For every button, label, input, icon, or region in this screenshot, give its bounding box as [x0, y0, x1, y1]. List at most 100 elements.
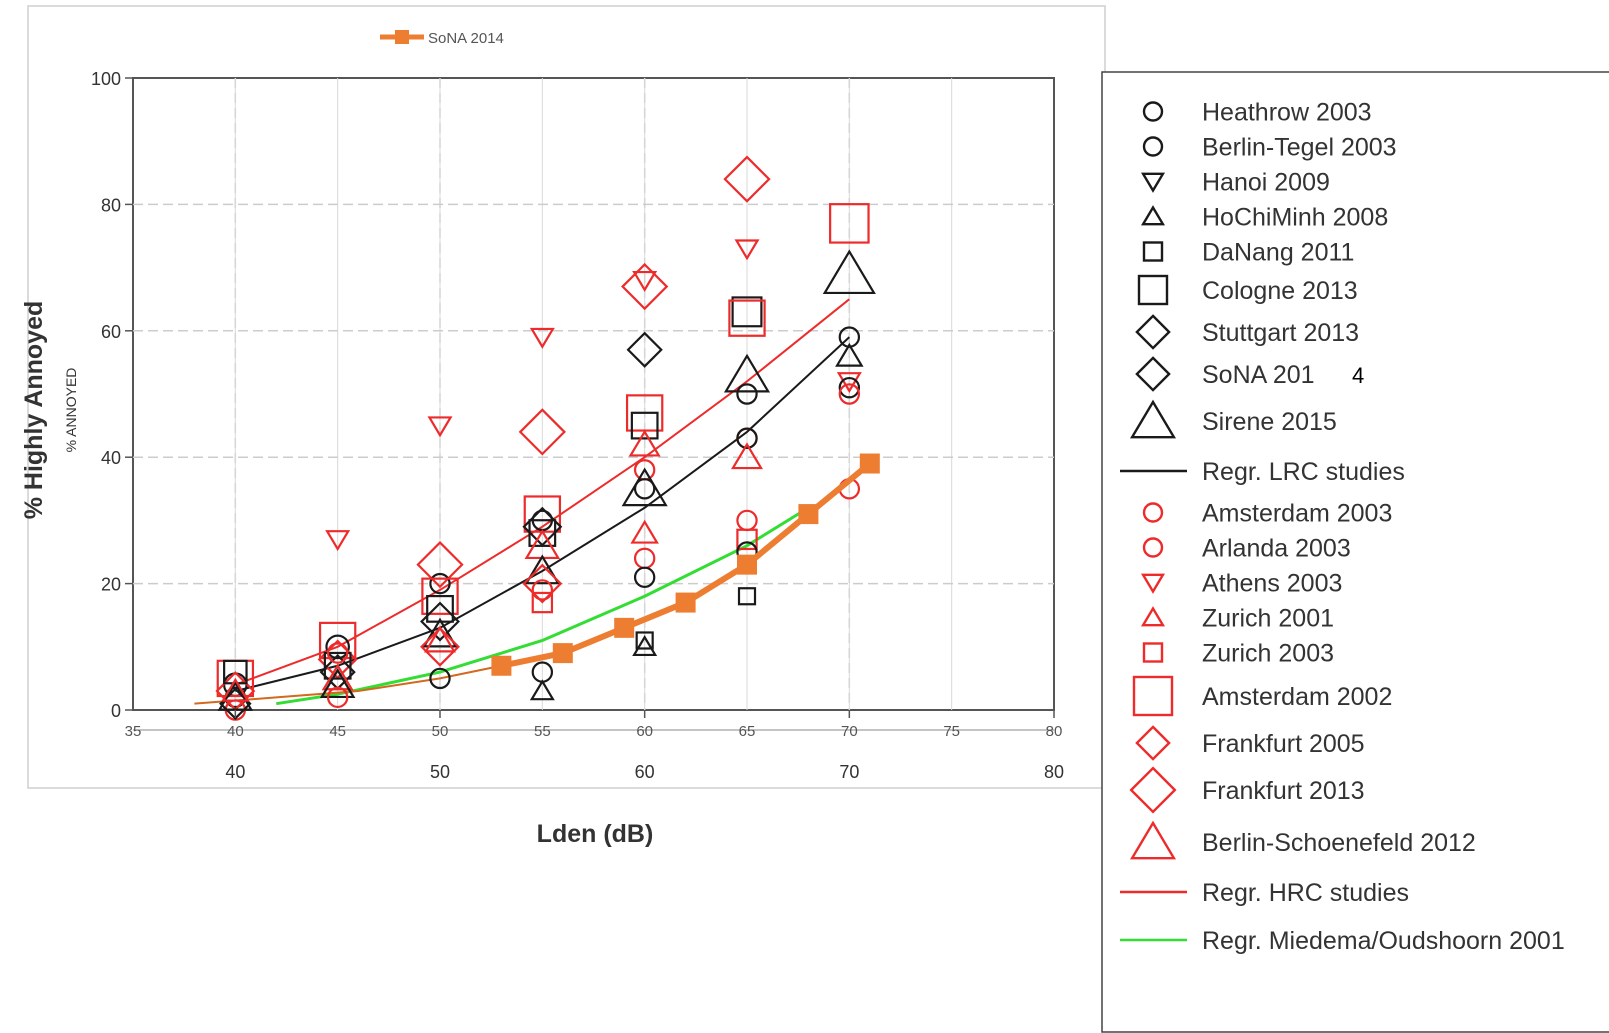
- data-point: [416, 541, 464, 589]
- data-point: [531, 579, 554, 601]
- legend: Heathrow 2003 Berlin-Tegel 2003 Hanoi 2009…: [1120, 99, 1565, 955]
- data-point: [326, 642, 349, 664]
- legend-marker: [1135, 356, 1171, 392]
- data-point: [630, 411, 659, 440]
- legend-label: Berlin-Tegel 2003: [1202, 134, 1397, 162]
- data-point: [633, 478, 656, 500]
- legend-label: HoChiMinh 2008: [1202, 204, 1388, 232]
- data-point: [529, 327, 555, 349]
- data-point: [635, 631, 654, 650]
- data-point: [325, 634, 350, 660]
- overlay-x-tick-label: 80: [1046, 723, 1063, 740]
- plot-area: [132, 77, 1055, 711]
- data-point: [429, 667, 451, 690]
- data-point: [422, 617, 458, 648]
- x-tick-label: 70: [839, 762, 859, 782]
- overlay-x-tick-label: 35: [125, 723, 142, 740]
- data-point: [836, 372, 862, 394]
- data-point: [524, 554, 561, 585]
- legend-label: Heathrow 2003: [1202, 99, 1372, 127]
- data-point: [736, 427, 758, 449]
- data-point: [723, 353, 771, 393]
- y-tick-label: 20: [101, 575, 121, 595]
- data-point: [531, 591, 554, 614]
- data-point: [829, 203, 870, 244]
- y-tick-label: 100: [91, 69, 121, 89]
- data-point: [420, 601, 460, 642]
- y-tick-label: 80: [101, 195, 121, 215]
- overlay-x-tick-label: 50: [432, 723, 449, 740]
- legend-marker: [1142, 537, 1164, 558]
- data-point: [736, 528, 758, 551]
- data-point: [734, 239, 760, 261]
- axes: 40 50 60 70 80 35 40 45 50 55 60 65 70 75 80 0 20 40 60 80 1…: [91, 69, 1064, 782]
- top-legend: SoNA 2014: [380, 30, 504, 47]
- data-point: [221, 677, 250, 702]
- legend-marker: [1140, 205, 1166, 226]
- legend-marker: [1142, 241, 1164, 262]
- legend-marker: [1142, 642, 1164, 663]
- sona-2014-point: [737, 554, 757, 575]
- data-point: [219, 687, 252, 720]
- regression-line: [234, 298, 850, 686]
- regression-line: [276, 506, 810, 706]
- data-point: [522, 563, 563, 604]
- regression-line: [194, 664, 502, 705]
- y-axis-title: % Highly Annoyed: [20, 301, 48, 520]
- legend-marker: [1135, 314, 1171, 350]
- legend-label: Athens 2003: [1202, 570, 1342, 598]
- legend-marker: [1129, 820, 1177, 860]
- data-point: [633, 566, 656, 588]
- legend-marker: [1140, 606, 1166, 627]
- overlay-x-tick-label: 75: [943, 723, 960, 740]
- data-point: [728, 299, 766, 337]
- legend-marker: [1132, 675, 1174, 717]
- overlay-x-tick-label: 40: [227, 723, 244, 740]
- data-point: [326, 686, 349, 709]
- top-legend-marker: [395, 30, 409, 44]
- legend-label: Regr. LRC studies: [1202, 458, 1405, 486]
- x-tick-label: 50: [430, 762, 450, 782]
- overlay-x-tick-label: 65: [739, 723, 756, 740]
- sona-2014-point: [675, 592, 696, 613]
- data-point: [628, 429, 661, 457]
- data-point: [736, 383, 758, 405]
- legend-box: [1101, 71, 1609, 1033]
- legend-label: Zurich 2001: [1202, 605, 1334, 633]
- legend-marker: [1142, 101, 1164, 122]
- data-point: [731, 296, 763, 328]
- data-points: [215, 155, 876, 721]
- x-tick-label: 40: [225, 762, 245, 782]
- data-point: [325, 530, 351, 552]
- overlay-x-tick-label: 60: [636, 723, 653, 740]
- legend-label: Arlanda 2003: [1202, 535, 1351, 563]
- data-point: [429, 572, 451, 595]
- data-point: [730, 442, 764, 470]
- legend-label: SoNA 201: [1202, 361, 1315, 389]
- data-point: [223, 659, 248, 685]
- legend-marker: [1135, 725, 1171, 761]
- data-point: [421, 577, 459, 615]
- legend-marker: [1129, 766, 1177, 814]
- data-point: [323, 651, 352, 680]
- data-point: [626, 331, 663, 368]
- top-legend-label: SoNA 2014: [428, 30, 504, 47]
- sona-2014-point: [491, 655, 512, 676]
- data-point: [723, 155, 771, 203]
- legend-label: Sirene 2015: [1202, 408, 1337, 436]
- data-point: [632, 635, 658, 657]
- sona-2014-series: [491, 453, 880, 676]
- legend-label: Cologne 2013: [1202, 277, 1358, 305]
- data-point: [632, 270, 658, 292]
- data-point: [528, 519, 557, 547]
- data-point: [321, 663, 354, 691]
- y-tick-label: 40: [101, 448, 121, 468]
- legend-label: Amsterdam 2002: [1202, 683, 1392, 711]
- x-axis-title: Lden (dB): [537, 820, 654, 848]
- data-point: [835, 342, 864, 367]
- data-point: [319, 668, 356, 699]
- legend-label: Hanoi 2009: [1202, 169, 1330, 197]
- sona-2014-point: [859, 453, 880, 474]
- overlay-x-tick-label: 70: [841, 723, 858, 740]
